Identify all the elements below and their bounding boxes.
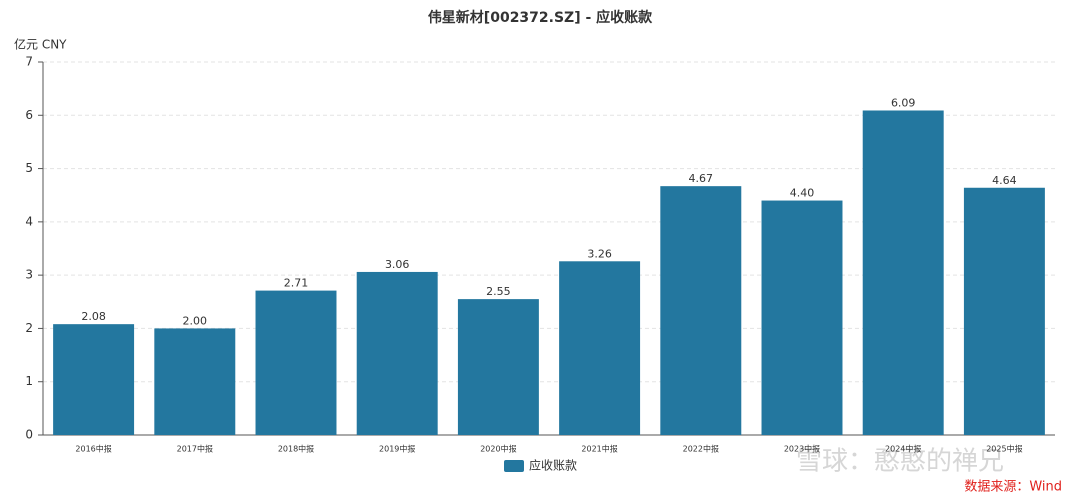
legend-swatch	[504, 460, 524, 472]
watermark: 雪球：憨憨的禅兄	[796, 447, 1004, 477]
x-tick-label: 2022中报	[683, 444, 719, 454]
y-tick-label: 3	[25, 268, 33, 282]
x-tick-label: 2023中报	[784, 444, 820, 454]
value-label: 4.40	[790, 187, 815, 200]
value-label: 2.55	[486, 285, 511, 298]
bar	[559, 261, 641, 435]
bar	[963, 187, 1045, 435]
bar	[862, 110, 944, 436]
x-tick-label: 2017中报	[177, 444, 213, 454]
bar	[255, 290, 337, 435]
x-tick-label: 2016中报	[75, 444, 111, 454]
y-tick-label: 1	[25, 374, 33, 388]
y-tick-label: 2	[25, 321, 33, 335]
bar	[761, 200, 843, 435]
bar	[457, 299, 539, 435]
y-tick-label: 6	[25, 108, 33, 122]
value-label: 3.26	[587, 247, 612, 260]
x-tick-label: 2020中报	[480, 444, 516, 454]
value-label: 6.09	[891, 96, 916, 109]
y-tick-label: 5	[25, 161, 33, 175]
bar	[154, 328, 236, 435]
bar	[356, 271, 438, 435]
x-tick-label: 2021中报	[581, 444, 617, 454]
x-tick-label: 2025中报	[986, 444, 1022, 454]
y-tick-label: 0	[25, 428, 33, 442]
x-tick-label: 2019中报	[379, 444, 415, 454]
value-label: 2.08	[81, 310, 106, 323]
value-label: 4.67	[689, 172, 714, 185]
legend-label: 应收账款	[529, 458, 577, 473]
x-tick-label: 2018中报	[278, 444, 314, 454]
source: 数据来源：Wind	[964, 480, 1062, 495]
bar	[660, 186, 742, 435]
value-label: 2.00	[183, 314, 208, 327]
bar	[53, 324, 135, 435]
chart-title: 伟星新材[002372.SZ] - 应收账款	[428, 9, 653, 26]
y-tick-label: 7	[25, 55, 33, 69]
y-tick-label: 4	[25, 214, 33, 228]
value-label: 2.71	[284, 277, 309, 290]
x-tick-label: 2024中报	[885, 444, 921, 454]
value-label: 4.64	[992, 174, 1017, 187]
y-axis-unit: 亿元 CNY	[14, 37, 67, 52]
value-label: 3.06	[385, 258, 410, 271]
